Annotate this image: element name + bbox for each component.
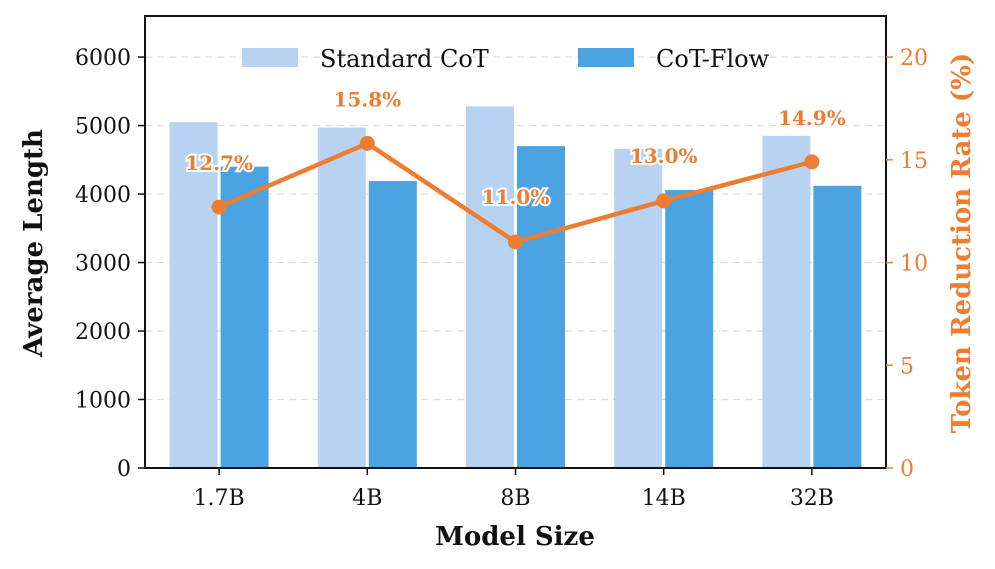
y-tick-label: 2000 bbox=[75, 320, 131, 345]
bar-cot-flow bbox=[665, 189, 714, 468]
bar-standard-cot bbox=[614, 148, 663, 469]
reduction-rate-label: 15.8% bbox=[333, 87, 401, 111]
x-tick-label: 1.7B bbox=[194, 486, 245, 511]
y2-tick-label: 0 bbox=[900, 457, 914, 482]
legend: Standard CoT CoT-Flow bbox=[242, 45, 770, 73]
bar-standard-cot bbox=[169, 122, 218, 468]
axes: 0 1000 2000 3000 4000 5000 6000 0 5 10 15 20 1.7B 4B 8… bbox=[75, 15, 928, 511]
reduction-rate-label: 14.9% bbox=[778, 106, 846, 130]
y-tick-label: 1000 bbox=[75, 389, 131, 414]
reduction-rate-point bbox=[508, 234, 523, 250]
legend-label-cot-flow: CoT-Flow bbox=[656, 45, 770, 73]
reduction-rate-line bbox=[211, 135, 820, 250]
bar-standard-cot bbox=[317, 127, 366, 468]
y-tick-label: 4000 bbox=[75, 183, 131, 208]
legend-swatch-cot-flow bbox=[578, 48, 634, 67]
bar-standard-cot bbox=[466, 106, 514, 469]
legend-label-standard-cot: Standard CoT bbox=[320, 45, 489, 73]
x-axis-title: Model Size bbox=[435, 522, 595, 552]
x-tick-label: 14B bbox=[642, 486, 686, 511]
bar-cot-flow bbox=[517, 146, 565, 468]
reduction-rate-label: 11.0% bbox=[482, 185, 550, 209]
bar-cot-flow bbox=[220, 166, 269, 468]
y2-tick-label: 20 bbox=[900, 46, 928, 71]
x-tick-label: 8B bbox=[500, 486, 530, 511]
y2-axis-title: Token Reduction Rate (%) bbox=[947, 53, 977, 433]
reduction-rate-label: 12.7% bbox=[185, 151, 253, 175]
y2-tick-label: 15 bbox=[900, 149, 928, 174]
bar-cot-flow bbox=[368, 181, 417, 469]
legend-swatch-standard-cot bbox=[242, 48, 298, 67]
y-tick-label: 3000 bbox=[75, 252, 131, 277]
reduction-rate-point bbox=[656, 193, 672, 209]
x-tick-label: 4B bbox=[352, 486, 382, 511]
x-tick-label: 32B bbox=[790, 486, 834, 511]
y-tick-label: 6000 bbox=[75, 46, 131, 71]
y-tick-label: 5000 bbox=[75, 115, 131, 140]
reduction-rate-point bbox=[211, 199, 227, 215]
reduction-rate-labels: 12.7% 15.8% 11.0% 13.0% 14.9% bbox=[183, 85, 848, 211]
reduction-rate-point bbox=[804, 154, 820, 170]
y-tick-label: 0 bbox=[117, 457, 131, 482]
y-axis-title: Average Length bbox=[19, 129, 49, 358]
bar-cot-flow bbox=[813, 185, 862, 469]
y2-tick-label: 10 bbox=[900, 252, 928, 277]
reduction-rate-point bbox=[359, 135, 375, 151]
bar-standard-cot bbox=[762, 135, 811, 468]
bars bbox=[169, 106, 862, 469]
y2-tick-label: 5 bbox=[900, 354, 914, 379]
reduction-rate-label: 13.0% bbox=[630, 144, 698, 168]
